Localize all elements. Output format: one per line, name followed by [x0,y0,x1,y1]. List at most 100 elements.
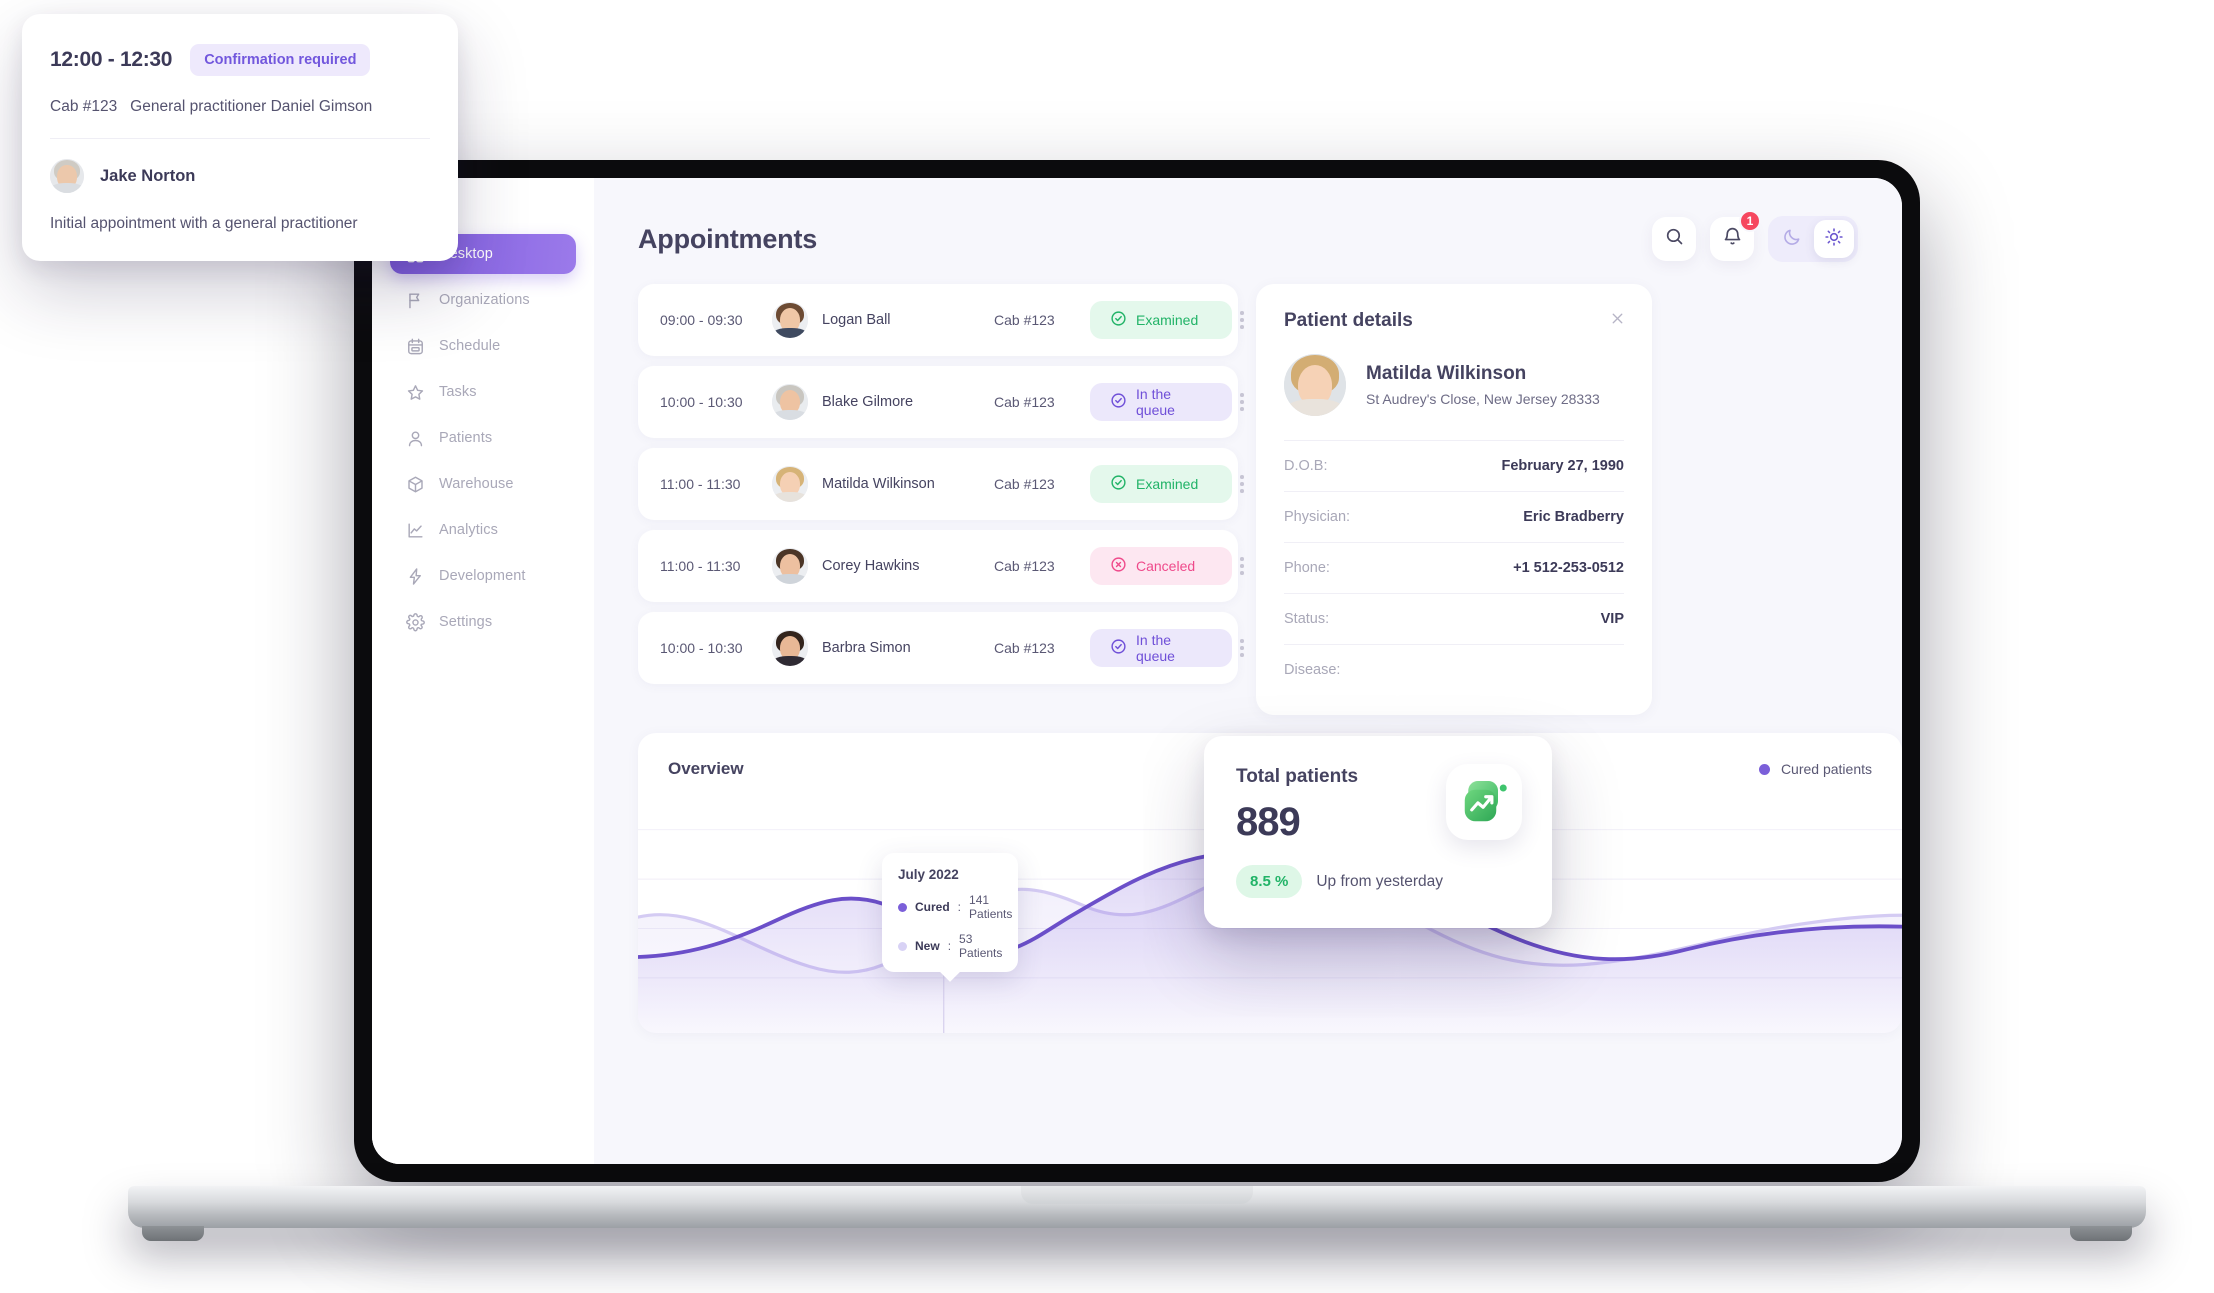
patient-name: Corey Hawkins [822,558,920,574]
table-row[interactable]: 11:00 - 11:30 [638,530,1244,602]
bolt-icon [406,567,425,586]
theme-toggle[interactable] [1768,216,1858,262]
sidebar-item-organizations[interactable]: Organizations [390,280,576,320]
sidebar-item-tasks[interactable]: Tasks [390,372,576,412]
status-badge: In the queue [1090,383,1232,421]
moon-icon [1782,227,1802,252]
appointment-patient: Logan Ball [772,302,994,338]
detail-row-disease: Disease: [1284,644,1624,695]
table-row[interactable]: 09:00 - 09:30 [638,284,1244,356]
detail-row-phone: Phone: +1 512-253-0512 [1284,542,1624,593]
detail-value: +1 512-253-0512 [1513,560,1624,576]
theme-dark-option[interactable] [1772,220,1812,258]
detail-label: Physician: [1284,509,1351,525]
chart-legend: Cured patients [1758,761,1872,777]
sidebar-item-warehouse[interactable]: Warehouse [390,464,576,504]
sidebar-item-schedule[interactable]: Schedule [390,326,576,366]
chart-line-cured [638,848,1902,962]
sun-icon [1824,227,1844,252]
row-menu-button[interactable] [1232,301,1252,339]
appointment-time: 11:00 - 11:30 [660,558,741,574]
patient-identity: Matilda Wilkinson St Audrey's Close, New… [1284,354,1624,440]
tooltip-label-cured: Cured [915,900,950,914]
search-button[interactable] [1652,217,1696,261]
main-content: Appointments [594,178,1902,1164]
cancel-circle-icon [1110,556,1127,576]
detail-label: Phone: [1284,560,1330,576]
app-window: Desktop Organizations [372,178,1902,1164]
sidebar: Desktop Organizations [372,178,594,1164]
sidebar-item-label: Development [439,568,526,584]
table-row[interactable]: 11:00 - 11:30 [638,448,1244,520]
laptop-mockup: Desktop Organizations [128,160,2146,1241]
avatar [1284,354,1346,416]
page-header: Appointments [594,178,1902,272]
popover-cabinet: Cab #123 [50,98,118,115]
sidebar-item-patients[interactable]: Patients [390,418,576,458]
status-label: In the queue [1136,632,1175,664]
avatar [50,159,84,193]
status-badge: In the queue [1090,629,1232,667]
appointment-popover: 12:00 - 12:30 Confirmation required Cab … [22,14,458,261]
sidebar-item-analytics[interactable]: Analytics [390,510,576,550]
appointments-list: 09:00 - 09:30 [638,284,1244,715]
check-circle-icon [1110,392,1127,412]
popover-time: 12:00 - 12:30 [50,48,173,71]
close-icon[interactable] [1609,310,1626,332]
sidebar-item-label: Organizations [439,292,530,308]
laptop-notch [1021,1186,1253,1204]
sidebar-item-settings[interactable]: Settings [390,602,576,642]
table-row[interactable]: 10:00 - 10:30 [638,366,1244,438]
card-footer: 8.5 % Up from yesterday [1236,865,1520,898]
header-actions: 1 [1652,210,1858,262]
gear-icon [406,612,425,632]
status-badge: Canceled [1090,547,1232,585]
row-menu-button[interactable] [1232,547,1252,585]
appointment-cabinet: Cab #123 [994,394,1055,410]
detail-value: Eric Bradberry [1523,509,1624,525]
patient-address: St Audrey's Close, New Jersey 28333 [1366,391,1600,407]
status-label: In the queue [1136,386,1175,418]
appointment-cabinet: Cab #123 [994,476,1055,492]
popover-subtitle: Cab #123 General practitioner Daniel Gim… [50,98,430,116]
status-label: Examined [1136,312,1199,328]
chart-tooltip: July 2022 Cured: 141 Patients New: [882,853,1018,982]
total-patients-value: 889 [1236,800,1301,844]
sidebar-item-label: Settings [439,614,493,630]
row-menu-button[interactable] [1232,629,1252,667]
appointment-time: 10:00 - 10:30 [660,394,743,410]
popover-header: 12:00 - 12:30 Confirmation required [50,44,430,76]
tooltip-title: July 2022 [898,867,959,882]
table-row[interactable]: 10:00 - 10:30 [638,612,1244,684]
avatar [772,630,808,666]
popover-patient-name: Jake Norton [100,166,196,185]
sidebar-nav: Desktop Organizations [372,234,594,642]
notifications-button[interactable]: 1 [1710,210,1761,261]
patient-name: Matilda Wilkinson [822,476,935,492]
appointment-cabinet: Cab #123 [994,640,1055,656]
total-patients-card: Total patients 889 8.5 % Up from yesterd… [1204,736,1552,928]
avatar [772,466,808,502]
tooltip-row-cured: Cured: 141 Patients [898,893,1012,921]
check-circle-icon [1110,638,1127,658]
patient-name: Logan Ball [822,312,891,328]
popover-note: Initial appointment with a general pract… [50,215,358,232]
avatar [772,548,808,584]
detail-row-physician: Physician: Eric Bradberry [1284,491,1624,542]
popover-doctor: General practitioner Daniel Gimson [130,98,373,115]
appointment-patient: Blake Gilmore [772,384,994,420]
status-badge: Examined [1090,465,1232,503]
detail-label: Status: [1284,611,1330,627]
check-circle-icon [1110,474,1127,494]
notification-badge: 1 [1739,210,1761,232]
appointment-patient: Matilda Wilkinson [772,466,994,502]
sidebar-item-development[interactable]: Development [390,556,576,596]
laptop-screen: Desktop Organizations [372,178,1902,1164]
flag-icon [406,291,425,310]
row-menu-button[interactable] [1232,465,1252,503]
appointment-time: 10:00 - 10:30 [660,640,743,656]
row-menu-button[interactable] [1232,383,1252,421]
sidebar-item-label: Tasks [439,384,477,400]
theme-light-option[interactable] [1814,220,1854,258]
